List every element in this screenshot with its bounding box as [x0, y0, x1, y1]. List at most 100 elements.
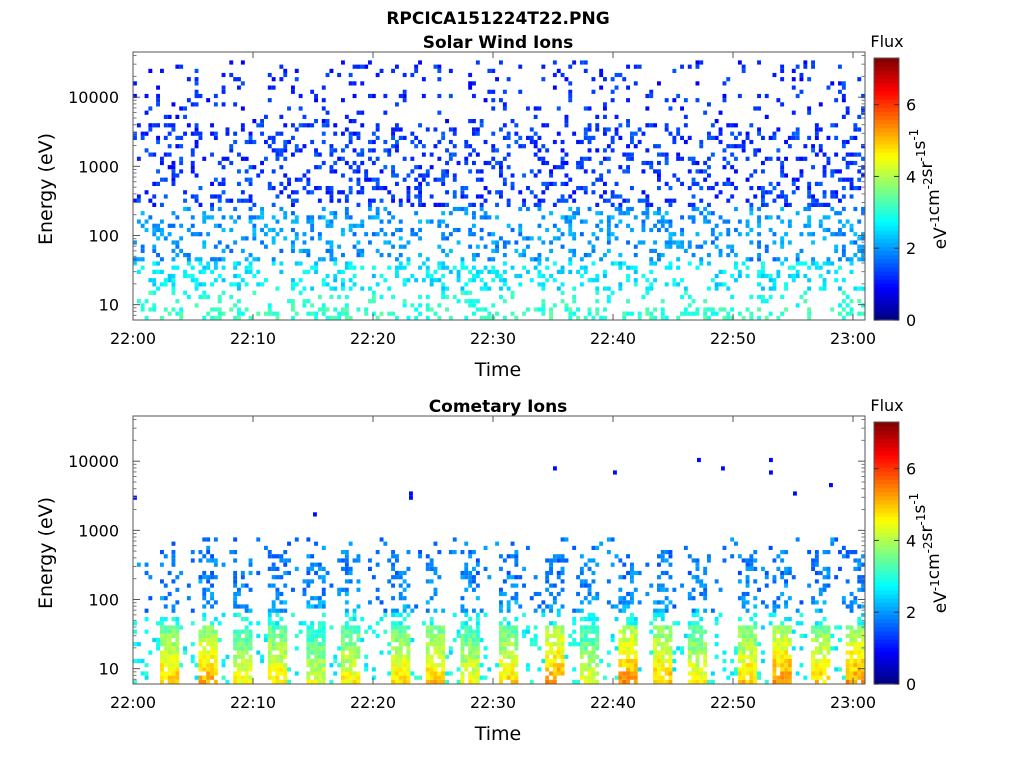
flux-cell — [737, 311, 742, 316]
flux-cell — [237, 299, 241, 304]
flux-cell — [267, 637, 272, 643]
flux-cell — [745, 671, 750, 676]
flux-cell — [279, 617, 284, 622]
flux-cell — [552, 650, 557, 655]
flux-cell — [734, 278, 738, 283]
flux-cell — [237, 646, 241, 651]
flux-cell — [445, 286, 449, 291]
flux-cell — [433, 591, 438, 597]
flux-cell — [757, 219, 761, 224]
flux-cell — [633, 629, 638, 634]
flux-cell — [583, 269, 588, 274]
flux-cell — [341, 550, 345, 555]
flux-cell — [160, 596, 164, 601]
flux-cell — [622, 629, 627, 634]
flux-cell — [614, 261, 619, 266]
flux-cell — [583, 190, 588, 195]
flux-cell — [541, 181, 546, 186]
flux-cell — [845, 679, 850, 684]
flux-cell — [148, 650, 153, 655]
flux-cell — [383, 608, 388, 613]
flux-cell — [302, 286, 307, 291]
flux-cell — [811, 257, 815, 262]
flux-cell — [653, 261, 657, 266]
flux-cell — [857, 236, 862, 241]
flux-cell — [483, 315, 488, 320]
flux-cell — [321, 311, 326, 316]
flux-cell — [722, 282, 727, 287]
flux-cell — [383, 110, 388, 115]
flux-cell — [468, 244, 473, 249]
flux-cell — [352, 232, 357, 237]
flux-cell — [776, 215, 781, 220]
flux-cell — [368, 177, 372, 182]
flux-cell — [764, 190, 769, 195]
flux-cell — [734, 169, 738, 174]
flux-cell — [314, 675, 318, 680]
flux-cell — [614, 127, 619, 132]
flux-cell — [799, 173, 804, 178]
flux-cell — [171, 541, 176, 546]
flux-cell — [252, 202, 257, 207]
flux-cell — [502, 299, 507, 304]
flux-cell — [672, 587, 677, 592]
flux-cell — [502, 671, 507, 676]
flux-cell — [795, 303, 800, 308]
flux-cell — [171, 604, 176, 609]
flux-cell — [734, 667, 738, 672]
colorbar-segment — [874, 156, 899, 161]
flux-cell — [645, 160, 650, 166]
flux-cell — [518, 223, 523, 228]
flux-cell — [749, 637, 754, 643]
flux-cell — [398, 663, 403, 668]
flux-cell — [718, 110, 723, 115]
flux-cell — [441, 650, 446, 655]
flux-cell — [190, 169, 195, 174]
flux-cell — [152, 232, 157, 237]
flux-cell — [649, 160, 654, 166]
flux-cell — [264, 311, 268, 316]
flux-cell — [271, 148, 276, 153]
flux-cell — [248, 608, 253, 613]
flux-cell — [537, 307, 542, 312]
flux-cell — [672, 282, 677, 287]
flux-cell — [487, 667, 492, 672]
flux-cell — [814, 667, 819, 672]
flux-cell — [314, 315, 318, 320]
flux-cell — [506, 621, 511, 626]
flux-cell — [549, 663, 553, 668]
flux-cell — [579, 232, 584, 237]
flux-cell — [210, 671, 214, 676]
flux-cell — [352, 81, 357, 86]
flux-cell — [630, 591, 634, 597]
flux-cell — [499, 194, 503, 199]
flux-cell — [633, 570, 638, 576]
flux-cell — [395, 633, 399, 638]
flux-cell — [233, 219, 238, 224]
flux-cell — [213, 261, 218, 266]
flux-cell — [660, 633, 665, 638]
flux-cell — [329, 219, 334, 224]
flux-cell — [653, 617, 657, 622]
flux-cell — [264, 244, 268, 249]
flux-cell — [294, 232, 299, 237]
flux-cell — [795, 671, 800, 676]
flux-cell — [140, 257, 145, 262]
flux-cell — [811, 658, 815, 664]
flux-cell — [579, 633, 584, 638]
flux-cell — [317, 566, 322, 571]
flux-cell — [179, 663, 184, 668]
flux-cell — [695, 160, 700, 166]
flux-cell — [845, 550, 850, 555]
flux-cell — [610, 190, 615, 195]
flux-cell — [206, 265, 211, 270]
flux-cell — [499, 604, 503, 609]
flux-cell — [233, 612, 238, 617]
flux-cell — [198, 186, 203, 191]
flux-cell — [506, 240, 511, 245]
flux-cell — [237, 77, 241, 82]
flux-cell — [699, 633, 704, 638]
flux-cell — [468, 633, 473, 638]
flux-cell — [160, 654, 164, 659]
flux-cell — [190, 621, 195, 626]
